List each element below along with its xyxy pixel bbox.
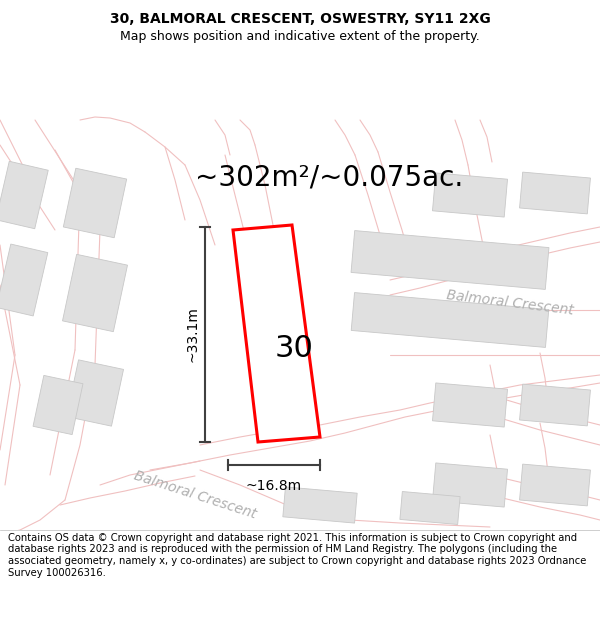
Polygon shape bbox=[33, 376, 83, 434]
Text: ~302m²/~0.075ac.: ~302m²/~0.075ac. bbox=[195, 163, 463, 191]
Text: Map shows position and indicative extent of the property.: Map shows position and indicative extent… bbox=[120, 30, 480, 43]
Polygon shape bbox=[62, 254, 128, 332]
Text: Balmoral Crescent: Balmoral Crescent bbox=[132, 469, 258, 521]
Polygon shape bbox=[433, 383, 508, 427]
Polygon shape bbox=[400, 491, 460, 524]
Polygon shape bbox=[351, 292, 549, 348]
Polygon shape bbox=[67, 360, 124, 426]
Text: 30: 30 bbox=[274, 334, 313, 363]
Text: Contains OS data © Crown copyright and database right 2021. This information is : Contains OS data © Crown copyright and d… bbox=[8, 533, 586, 578]
Polygon shape bbox=[351, 231, 549, 289]
Polygon shape bbox=[64, 168, 127, 238]
Polygon shape bbox=[520, 464, 590, 506]
Polygon shape bbox=[283, 487, 357, 523]
Polygon shape bbox=[0, 161, 48, 229]
Polygon shape bbox=[520, 172, 590, 214]
Polygon shape bbox=[520, 384, 590, 426]
Text: 30, BALMORAL CRESCENT, OSWESTRY, SY11 2XG: 30, BALMORAL CRESCENT, OSWESTRY, SY11 2X… bbox=[110, 12, 490, 26]
Polygon shape bbox=[233, 225, 320, 442]
Polygon shape bbox=[0, 244, 48, 316]
Polygon shape bbox=[433, 173, 508, 217]
Text: ~16.8m: ~16.8m bbox=[246, 479, 302, 493]
Text: Balmoral Crescent: Balmoral Crescent bbox=[446, 288, 574, 318]
Polygon shape bbox=[433, 463, 508, 507]
Text: ~33.1m: ~33.1m bbox=[185, 306, 199, 362]
